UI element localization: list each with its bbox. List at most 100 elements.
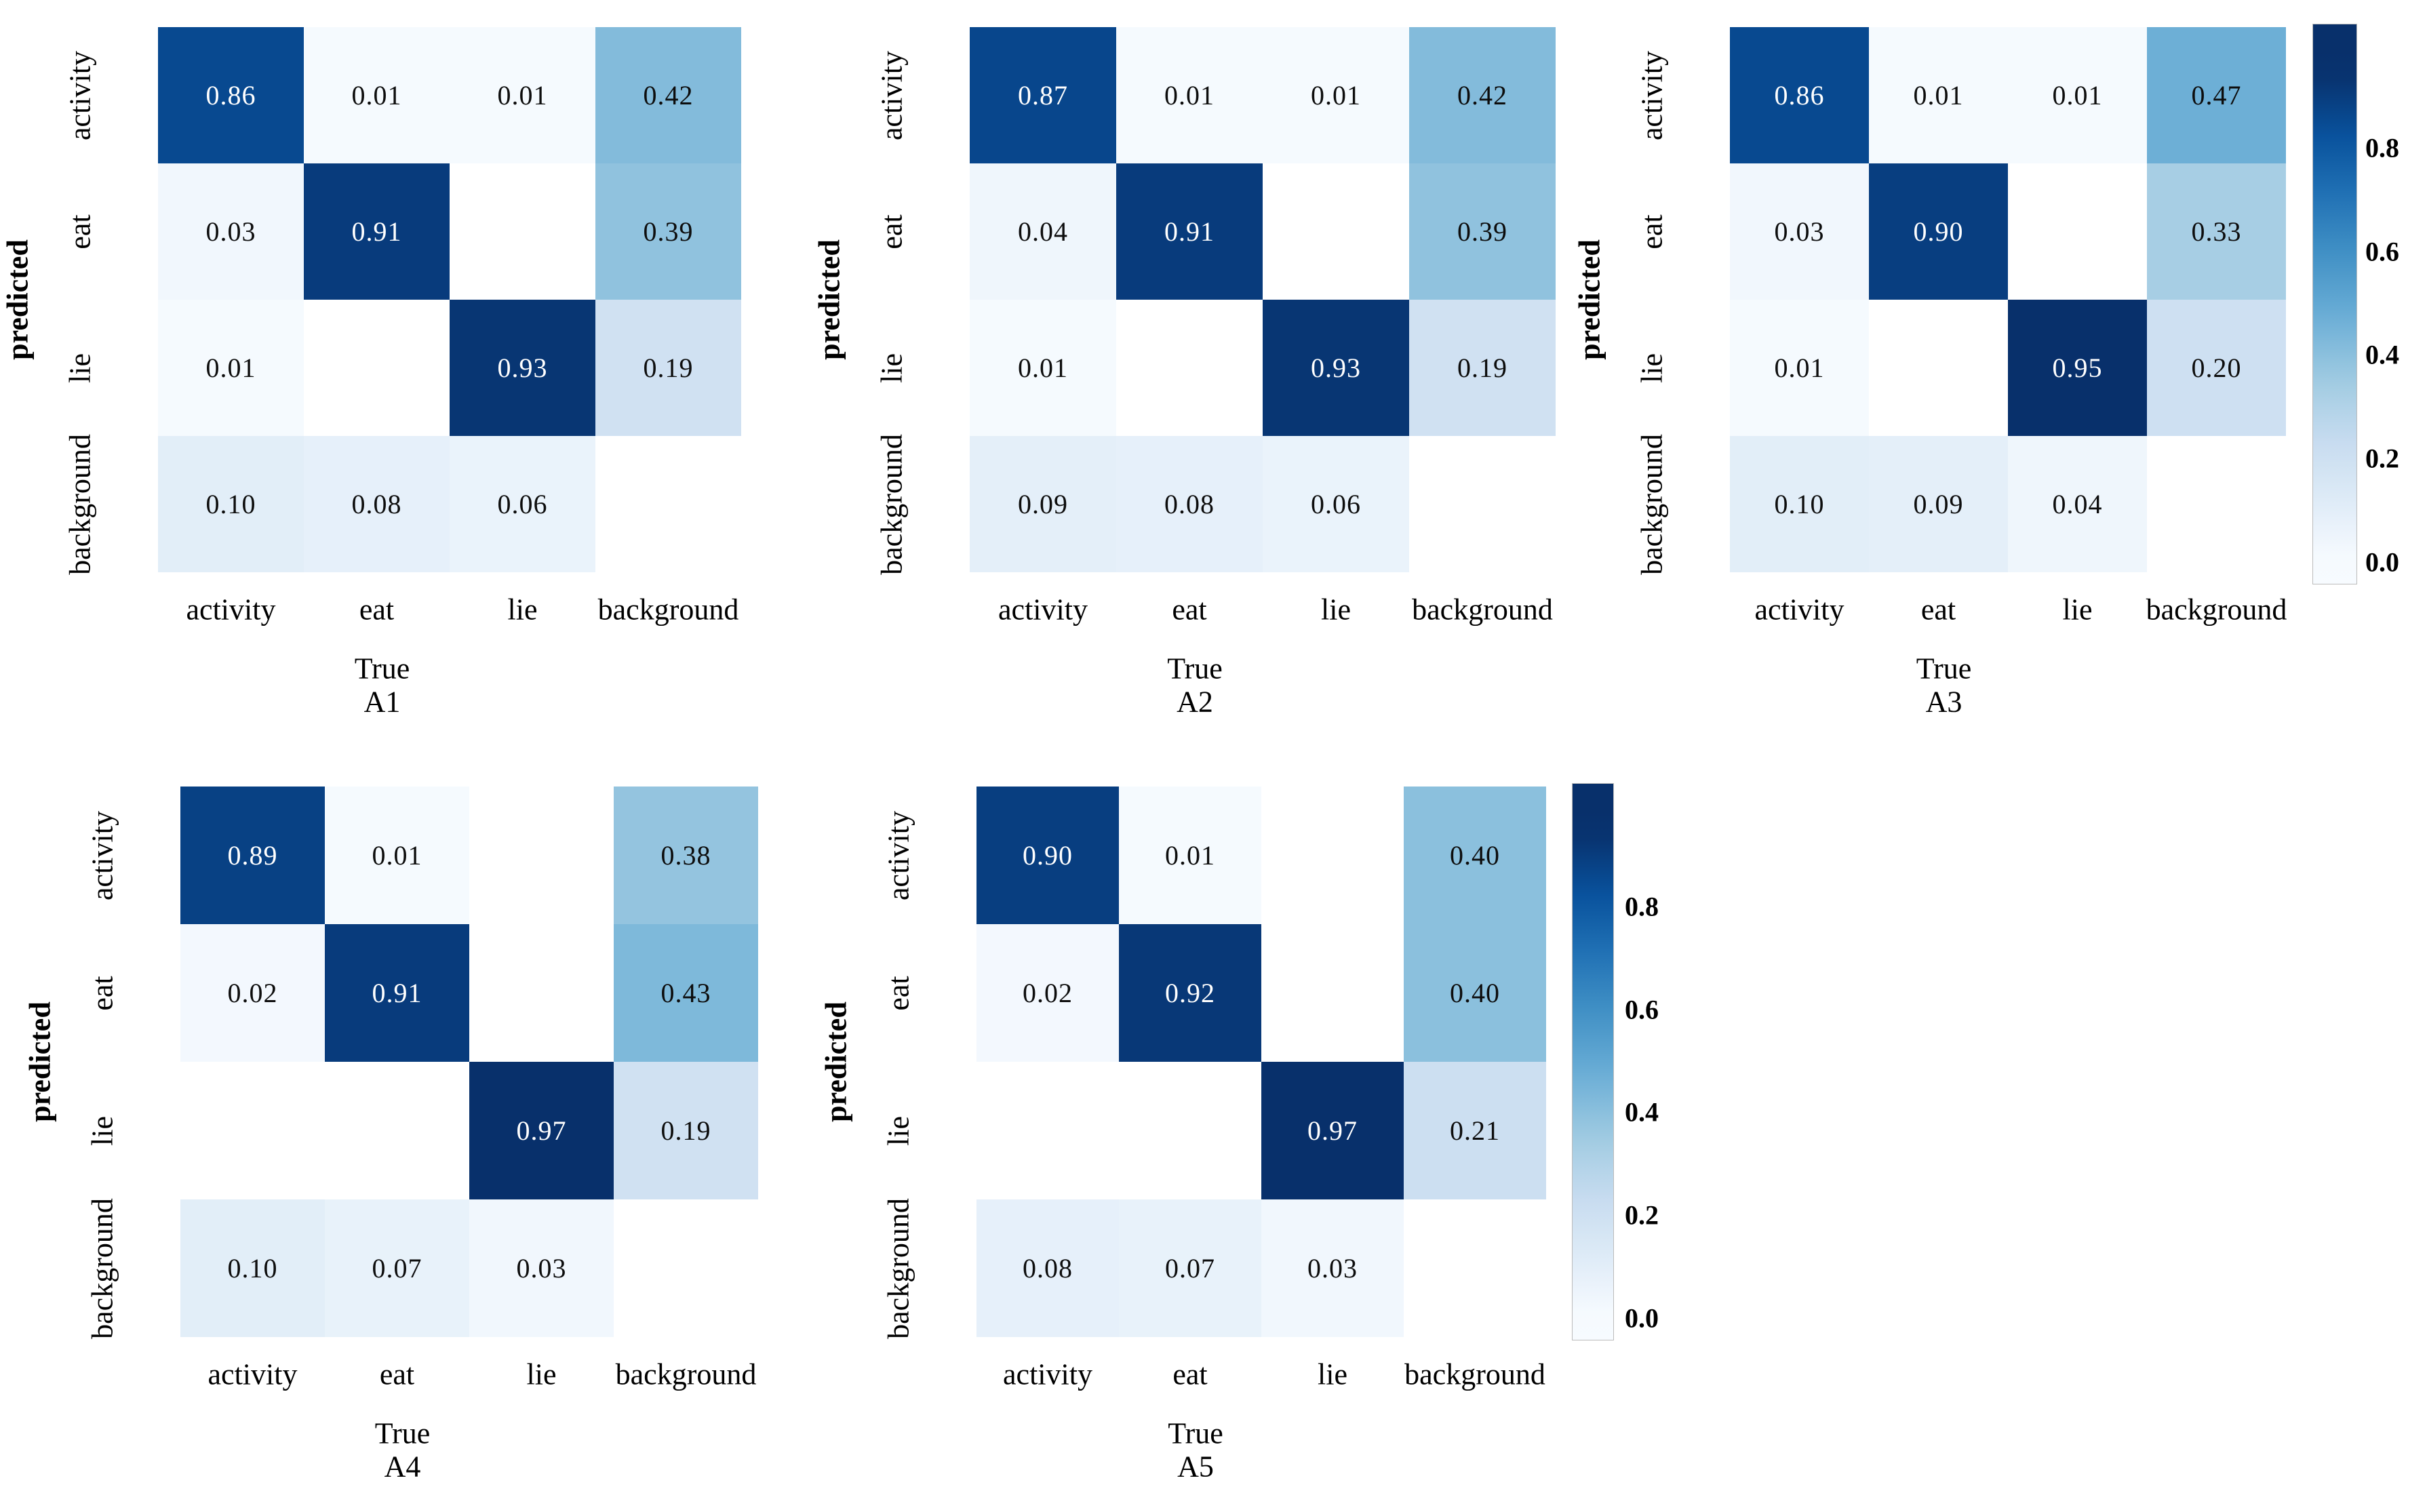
- y-tick-label: background: [882, 1197, 915, 1339]
- heatmap-cell: 0.04: [2008, 436, 2147, 572]
- heatmap-cell: 0.90: [976, 787, 1119, 924]
- y-tick-label: activity: [85, 810, 119, 900]
- heatmap-cell: 0.91: [1116, 163, 1263, 300]
- heatmap-cell: 0.33: [2147, 163, 2286, 300]
- x-axis-label: True: [1167, 652, 1223, 685]
- heatmap-cell: 0.02: [976, 924, 1119, 1062]
- heatmap-cell: 0.19: [1409, 300, 1556, 436]
- heatmap-cell: 0.02: [180, 924, 325, 1062]
- heatmap-cell: 0.01: [1869, 27, 2008, 163]
- heatmap-cell: 0.07: [325, 1199, 469, 1337]
- subplot-title: A5: [1177, 1450, 1214, 1484]
- x-tick-label: lie: [526, 1357, 557, 1391]
- y-axis-label: predicted: [23, 1001, 57, 1122]
- y-tick-label: eat: [875, 214, 909, 250]
- y-tick-label: background: [875, 433, 909, 575]
- heatmap-cell: 0.86: [158, 27, 304, 163]
- y-tick-label: activity: [882, 810, 915, 900]
- heatmap-cell: 0.01: [325, 787, 469, 924]
- y-tick-label: lie: [875, 353, 909, 383]
- heatmap-cell: 0.95: [2008, 300, 2147, 436]
- heatmap-cell: 0.01: [1263, 27, 1409, 163]
- heatmap-cell: [1119, 1062, 1261, 1199]
- colorbar-tick-label: 0.2: [1625, 1199, 1659, 1231]
- heatmap-cell: 0.40: [1404, 787, 1546, 924]
- x-axis-label: True: [1168, 1416, 1223, 1450]
- y-tick-label: eat: [1635, 214, 1669, 250]
- heatmap-cell: [304, 300, 450, 436]
- heatmap-cell: 0.19: [614, 1062, 758, 1199]
- heatmap-cell: 0.97: [1261, 1062, 1404, 1199]
- heatmap-cell: 0.01: [1116, 27, 1263, 163]
- heatmap-cell: [450, 163, 595, 300]
- heatmap-cell: [1261, 787, 1404, 924]
- x-tick-label: background: [2146, 593, 2287, 626]
- heatmap-cell: 0.91: [304, 163, 450, 300]
- heatmap-cell: 0.43: [614, 924, 758, 1062]
- y-axis-label: predicted: [1, 239, 35, 360]
- y-tick-label: lie: [63, 353, 97, 383]
- y-tick-label: activity: [875, 50, 909, 140]
- heatmap-cell: 0.93: [450, 300, 595, 436]
- heatmap-cell: 0.03: [469, 1199, 614, 1337]
- heatmap-cell: [2147, 436, 2286, 572]
- colorbar-tick-label: 0.2: [2365, 443, 2399, 474]
- y-axis-label: predicted: [819, 1001, 853, 1122]
- heatmap-cell: [325, 1062, 469, 1199]
- y-tick-label: lie: [85, 1115, 119, 1146]
- colorbar: [2312, 24, 2357, 584]
- heatmap-cell: [1409, 436, 1556, 572]
- heatmap-cell: 0.03: [1261, 1199, 1404, 1337]
- x-tick-label: activity: [186, 593, 276, 626]
- y-tick-label: lie: [1635, 353, 1669, 383]
- x-tick-label: lie: [1318, 1357, 1347, 1391]
- y-axis-label: predicted: [1573, 239, 1606, 360]
- heatmap-cell: 0.06: [450, 436, 595, 572]
- y-tick-label: activity: [1635, 50, 1669, 140]
- y-tick-label: background: [63, 433, 97, 575]
- heatmap-cell: [1869, 300, 2008, 436]
- heatmap-cell: 0.97: [469, 1062, 614, 1199]
- x-tick-label: background: [615, 1357, 757, 1391]
- y-axis-label: predicted: [812, 239, 846, 360]
- heatmap-cell: [1263, 163, 1409, 300]
- y-tick-label: eat: [63, 214, 97, 250]
- x-tick-label: eat: [379, 1357, 415, 1391]
- y-tick-label: eat: [85, 975, 119, 1011]
- heatmap-cell: [1404, 1199, 1546, 1337]
- heatmap-cell: 0.09: [1869, 436, 2008, 572]
- x-tick-label: activity: [1754, 593, 1844, 626]
- y-tick-label: eat: [882, 975, 915, 1011]
- heatmap-cell: 0.01: [304, 27, 450, 163]
- heatmap-cell: 0.01: [450, 27, 595, 163]
- heatmap-cell: [469, 787, 614, 924]
- heatmap-cell: 0.04: [970, 163, 1116, 300]
- heatmap-cell: 0.06: [1263, 436, 1409, 572]
- colorbar-tick-label: 0.8: [1625, 891, 1659, 922]
- x-tick-label: eat: [1172, 1357, 1208, 1391]
- heatmap-cell: [1116, 300, 1263, 436]
- colorbar-tick-label: 0.6: [1625, 994, 1659, 1025]
- heatmap-cell: 0.01: [2008, 27, 2147, 163]
- heatmap-cell: [1261, 924, 1404, 1062]
- heatmap-cell: 0.47: [2147, 27, 2286, 163]
- colorbar-tick-label: 0.6: [2365, 236, 2399, 267]
- x-tick-label: background: [1404, 1357, 1545, 1391]
- heatmap-cell: [469, 924, 614, 1062]
- heatmap-cell: 0.21: [1404, 1062, 1546, 1199]
- colorbar: [1572, 783, 1614, 1340]
- heatmap-cell: 0.40: [1404, 924, 1546, 1062]
- heatmap-cell: 0.07: [1119, 1199, 1261, 1337]
- colorbar-tick-label: 0.4: [1625, 1096, 1659, 1128]
- heatmap-cell: 0.09: [970, 436, 1116, 572]
- heatmap-cell: 0.19: [595, 300, 741, 436]
- heatmap-cell: [976, 1062, 1119, 1199]
- heatmap-cell: 0.38: [614, 787, 758, 924]
- heatmap-cell: 0.01: [970, 300, 1116, 436]
- heatmap-cell: 0.42: [595, 27, 741, 163]
- heatmap-cell: 0.90: [1869, 163, 2008, 300]
- x-tick-label: eat: [1920, 593, 1956, 626]
- heatmap-cell: 0.01: [1119, 787, 1261, 924]
- y-tick-label: lie: [882, 1115, 915, 1146]
